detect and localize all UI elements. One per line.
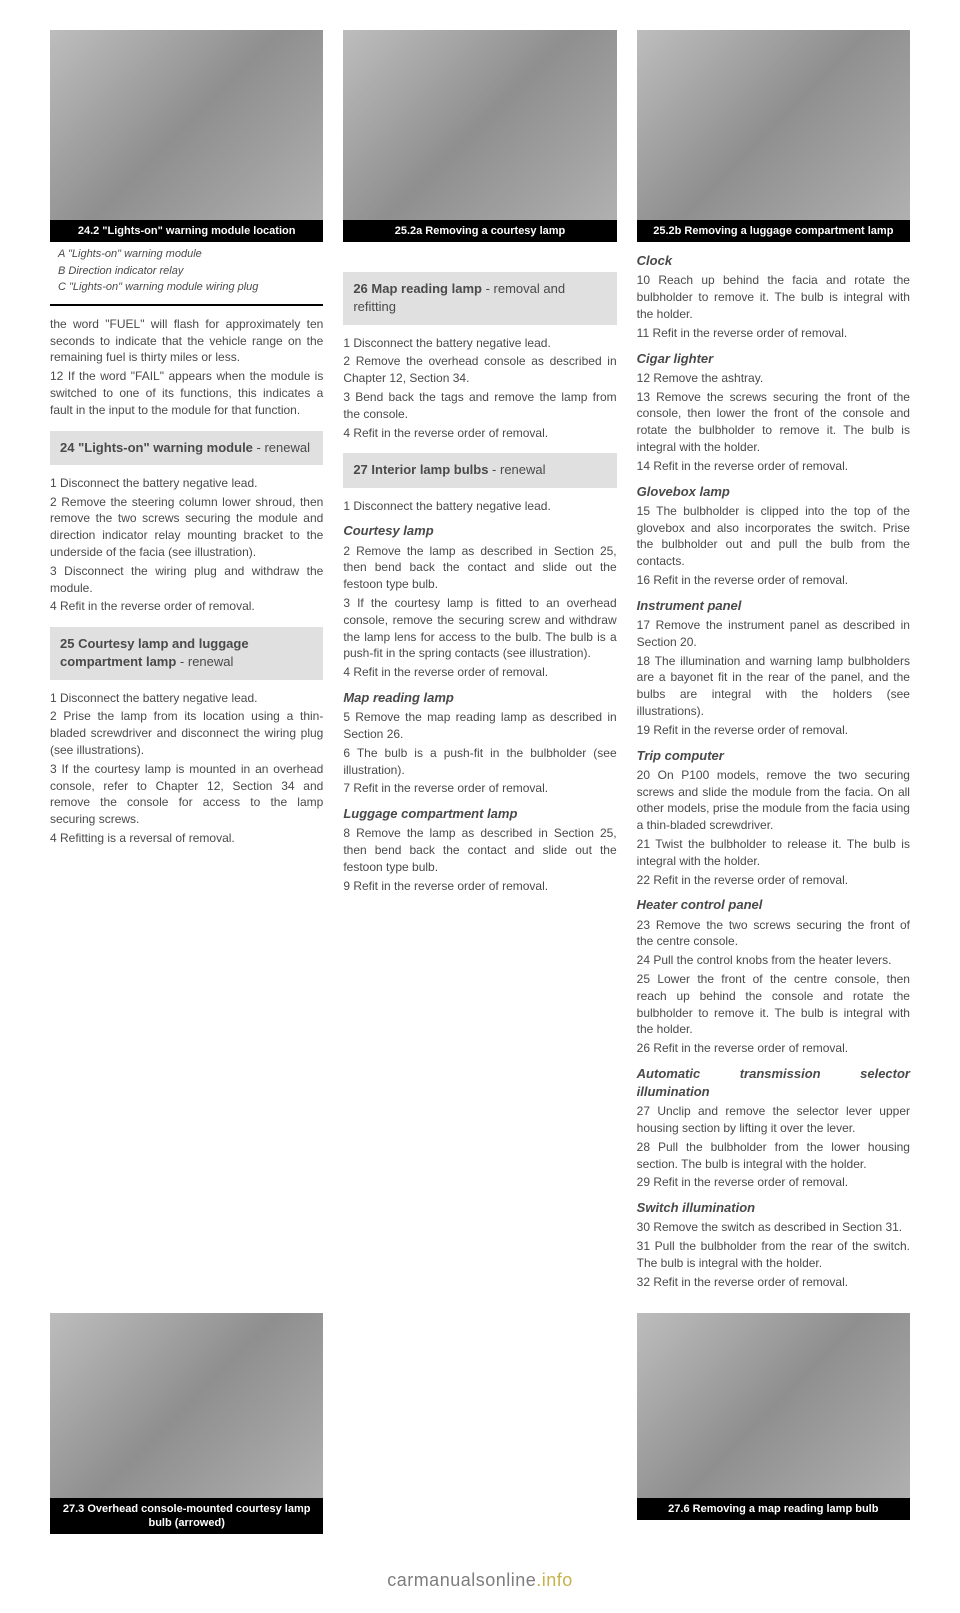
figure-273-caption: 27.3 Overhead console-mounted courtesy l…: [50, 1498, 323, 1535]
section-27-body-col3: Clock 10 Reach up behind the facia and r…: [637, 252, 910, 1290]
subhead-courtesy: Courtesy lamp: [343, 522, 616, 540]
figure-252a-image: [343, 30, 616, 220]
figure-242-legend: A "Lights-on" warning module B Direction…: [50, 242, 323, 306]
subhead-instrument: Instrument panel: [637, 597, 910, 615]
section-25-body: 1 Disconnect the battery negative lead. …: [50, 690, 323, 847]
section-num: 26: [353, 281, 367, 296]
para: 3 Bend back the tags and remove the lamp…: [343, 389, 616, 423]
para: 4 Refitting is a reversal of removal.: [50, 830, 323, 847]
para: 1 Disconnect the battery negative lead.: [50, 690, 323, 707]
para: 4 Refit in the reverse order of removal.: [343, 425, 616, 442]
watermark-main: carmanualsonline: [387, 1570, 536, 1590]
para: 2 Prise the lamp from its location using…: [50, 708, 323, 758]
figure-242-caption: 24.2 "Lights-on" warning module location: [50, 220, 323, 242]
section-num: 27: [353, 462, 367, 477]
figure-242: 24.2 "Lights-on" warning module location…: [50, 30, 323, 306]
subhead-clock: Clock: [637, 252, 910, 270]
section-title: Interior lamp bulbs: [371, 462, 488, 477]
subhead-cigar: Cigar lighter: [637, 350, 910, 368]
figure-252b-caption: 25.2b Removing a luggage compartment lam…: [637, 220, 910, 242]
para: 2 Remove the lamp as described in Sectio…: [343, 543, 616, 593]
section-sub: - renewal: [253, 440, 310, 455]
subhead-heater: Heater control panel: [637, 896, 910, 914]
legend-item-c: C "Lights-on" warning module wiring plug: [58, 279, 315, 296]
subhead-autotrans: Automatic transmission selector illumina…: [637, 1065, 910, 1101]
section-title: Map reading lamp: [371, 281, 482, 296]
para: 20 On P100 models, remove the two securi…: [637, 767, 910, 834]
watermark: carmanualsonline.info: [50, 1568, 910, 1593]
section-24-heading: 24 "Lights-on" warning module - renewal: [50, 431, 323, 465]
para: 4 Refit in the reverse order of removal.: [50, 598, 323, 615]
figure-252b-image: [637, 30, 910, 220]
para: 31 Pull the bulbholder from the rear of …: [637, 1238, 910, 1272]
para: the word "FUEL" will flash for approxima…: [50, 316, 323, 366]
para: 19 Refit in the reverse order of removal…: [637, 722, 910, 739]
subhead-map: Map reading lamp: [343, 689, 616, 707]
figure-273-image: [50, 1313, 323, 1498]
para: 1 Disconnect the battery negative lead.: [50, 475, 323, 492]
para: 30 Remove the switch as described in Sec…: [637, 1219, 910, 1236]
para: 3 Disconnect the wiring plug and withdra…: [50, 563, 323, 597]
section-sub: - renewal: [176, 654, 233, 669]
para: 12 If the word "FAIL" appears when the m…: [50, 368, 323, 418]
figure-276: 27.6 Removing a map reading lamp bulb: [637, 1313, 910, 1520]
para: 10 Reach up behind the facia and rotate …: [637, 272, 910, 322]
figure-276-image: [637, 1313, 910, 1498]
para: 1 Disconnect the battery negative lead.: [343, 498, 616, 515]
section-24-body: 1 Disconnect the battery negative lead. …: [50, 475, 323, 615]
figure-252b: 25.2b Removing a luggage compartment lam…: [637, 30, 910, 242]
figure-252a-caption: 25.2a Removing a courtesy lamp: [343, 220, 616, 242]
section-26-heading: 26 Map reading lamp - removal and refitt…: [343, 272, 616, 324]
para: 28 Pull the bulbholder from the lower ho…: [637, 1139, 910, 1173]
para: 13 Remove the screws securing the front …: [637, 389, 910, 456]
para: 7 Refit in the reverse order of removal.: [343, 780, 616, 797]
para: 23 Remove the two screws securing the fr…: [637, 917, 910, 951]
para: 6 The bulb is a push-fit in the bulbhold…: [343, 745, 616, 779]
para: 16 Refit in the reverse order of removal…: [637, 572, 910, 589]
para: 24 Pull the control knobs from the heate…: [637, 952, 910, 969]
section-sub: - renewal: [488, 462, 545, 477]
para: 25 Lower the front of the centre console…: [637, 971, 910, 1038]
para: 3 If the courtesy lamp is mounted in an …: [50, 761, 323, 828]
section-27-body-col2: 1 Disconnect the battery negative lead. …: [343, 498, 616, 895]
section-25-heading: 25 Courtesy lamp and luggage compartment…: [50, 627, 323, 679]
para: 12 Remove the ashtray.: [637, 370, 910, 387]
para: 14 Refit in the reverse order of removal…: [637, 458, 910, 475]
col1-intro-text: the word "FUEL" will flash for approxima…: [50, 316, 323, 419]
para: 22 Refit in the reverse order of removal…: [637, 872, 910, 889]
para: 3 If the courtesy lamp is fitted to an o…: [343, 595, 616, 662]
legend-item-a: A "Lights-on" warning module: [58, 246, 315, 263]
section-num: 24: [60, 440, 74, 455]
para: 9 Refit in the reverse order of removal.: [343, 878, 616, 895]
para: 8 Remove the lamp as described in Sectio…: [343, 825, 616, 875]
para: 29 Refit in the reverse order of removal…: [637, 1174, 910, 1191]
section-num: 25: [60, 636, 74, 651]
para: 4 Refit in the reverse order of removal.: [343, 664, 616, 681]
figure-242-image: [50, 30, 323, 220]
figure-273: 27.3 Overhead console-mounted courtesy l…: [50, 1313, 323, 1535]
subhead-luggage: Luggage compartment lamp: [343, 805, 616, 823]
subhead-glovebox: Glovebox lamp: [637, 483, 910, 501]
para: 32 Refit in the reverse order of removal…: [637, 1274, 910, 1291]
section-27-heading: 27 Interior lamp bulbs - renewal: [343, 453, 616, 487]
section-title: "Lights-on" warning module: [78, 440, 253, 455]
para: 2 Remove the steering column lower shrou…: [50, 494, 323, 561]
para: 18 The illumination and warning lamp bul…: [637, 653, 910, 720]
para: 1 Disconnect the battery negative lead.: [343, 335, 616, 352]
legend-item-b: B Direction indicator relay: [58, 263, 315, 280]
watermark-info: .info: [536, 1570, 573, 1590]
para: 27 Unclip and remove the selector lever …: [637, 1103, 910, 1137]
section-26-body: 1 Disconnect the battery negative lead. …: [343, 335, 616, 442]
subhead-tripcomp: Trip computer: [637, 747, 910, 765]
para: 17 Remove the instrument panel as descri…: [637, 617, 910, 651]
para: 26 Refit in the reverse order of removal…: [637, 1040, 910, 1057]
figure-252a: 25.2a Removing a courtesy lamp: [343, 30, 616, 242]
para: 21 Twist the bulbholder to release it. T…: [637, 836, 910, 870]
figure-276-caption: 27.6 Removing a map reading lamp bulb: [637, 1498, 910, 1520]
subhead-switch: Switch illumination: [637, 1199, 910, 1217]
para: 2 Remove the overhead console as describ…: [343, 353, 616, 387]
para: 15 The bulbholder is clipped into the to…: [637, 503, 910, 570]
para: 5 Remove the map reading lamp as describ…: [343, 709, 616, 743]
para: 11 Refit in the reverse order of removal…: [637, 325, 910, 342]
